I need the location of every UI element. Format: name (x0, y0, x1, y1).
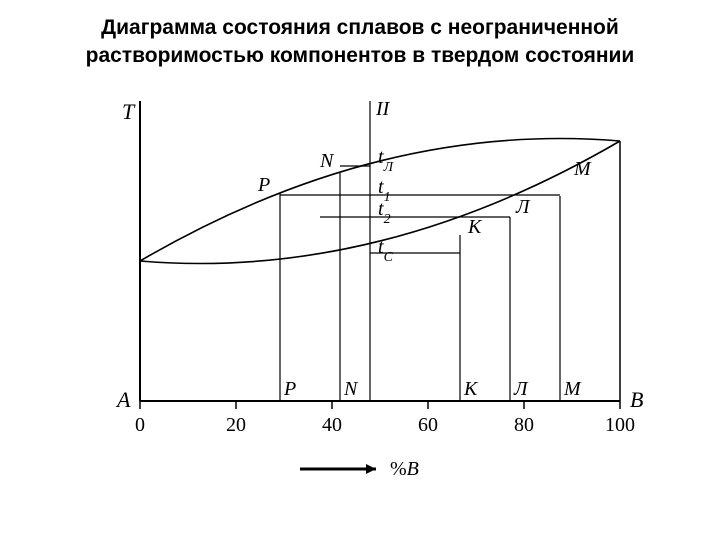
label-P: P (257, 174, 270, 196)
label-A: A (115, 387, 131, 412)
label-M: M (573, 158, 592, 180)
label-N: N (319, 150, 335, 172)
diagram-stage: 020406080100PNKЛMTABIIPNMKЛtЛt1t2tC%B (0, 71, 720, 511)
label-T: T (122, 99, 136, 124)
title-line-1: Диаграмма состояния сплавов с неограниче… (0, 14, 720, 42)
bottom-label-N: N (343, 378, 359, 400)
x-tick-label: 0 (135, 414, 145, 436)
arrow-head (366, 464, 376, 474)
page-title: Диаграмма состояния сплавов с неограниче… (0, 0, 720, 71)
label-II: II (375, 98, 391, 120)
x-tick-label: 80 (514, 414, 534, 436)
bottom-label-P: P (283, 378, 296, 400)
x-tick-label: 40 (322, 414, 342, 436)
x-tick-label: 100 (605, 414, 635, 436)
label-K: K (467, 216, 483, 238)
label-L: Л (515, 196, 531, 218)
bottom-label-M: M (563, 378, 582, 400)
bottom-label-K: K (463, 378, 479, 400)
label-B: B (630, 387, 643, 412)
phase-diagram: 020406080100PNKЛMTABIIPNMKЛtЛt1t2tC%B (60, 71, 660, 511)
label-tL: tЛ (378, 146, 395, 175)
x-tick-label: 20 (226, 414, 246, 436)
title-line-2: растворимостью компонентов в твердом сос… (0, 42, 720, 70)
label-pctB: %B (390, 458, 419, 480)
x-tick-label: 60 (418, 414, 438, 436)
bottom-label-L: Л (513, 378, 529, 400)
